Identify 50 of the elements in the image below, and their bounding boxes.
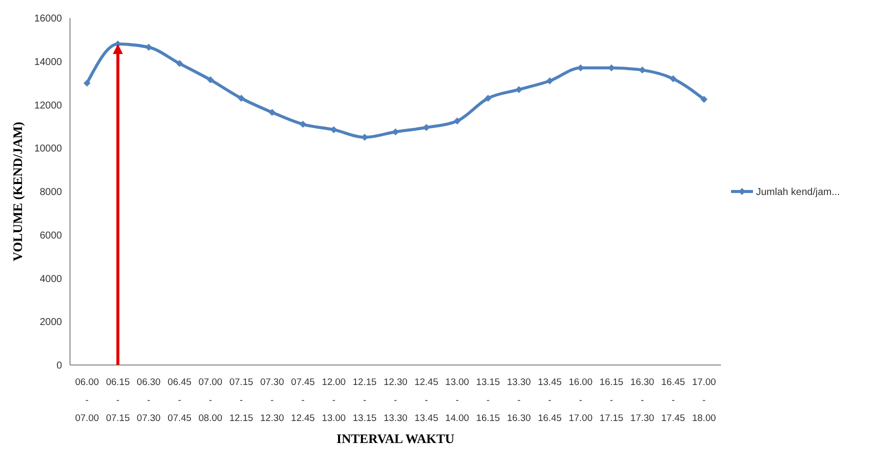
y-tick-label: 0 xyxy=(56,360,62,372)
legend-label: Jumlah kend/jam... xyxy=(756,187,840,198)
point xyxy=(176,60,184,68)
x-tick-label: 13.00 - 14.00 xyxy=(445,377,470,424)
point xyxy=(392,128,399,136)
x-tick-label: 13.15 - 16.15 xyxy=(476,377,500,424)
x-tick-label: 06.45 - 07.45 xyxy=(168,377,192,424)
y-tick-label: 16000 xyxy=(34,14,62,24)
point xyxy=(638,66,646,74)
y-tick-label: 6000 xyxy=(40,230,62,242)
x-tick-label: 12.15 - 13.15 xyxy=(352,377,377,424)
x-axis-title: INTERVAL WAKTU xyxy=(336,431,456,446)
x-tick-label: 12.30 - 13.30 xyxy=(384,377,408,424)
x-tick-label: 07.15 - 12.15 xyxy=(229,377,254,424)
x-tick-label: 16.15 - 17.15 xyxy=(600,377,624,424)
x-tick-label: 06.15 - 07.15 xyxy=(106,377,130,424)
x-tick-label: 12.45 - 13.45 xyxy=(414,377,438,424)
point xyxy=(454,118,461,125)
point xyxy=(268,108,276,116)
point xyxy=(422,124,430,132)
x-tick-label: 17.00 - 18.00 xyxy=(692,377,716,424)
x-tick-label: 06.00 - 07.00 xyxy=(75,377,99,424)
point xyxy=(238,94,245,102)
y-tick-label: 4000 xyxy=(40,274,62,285)
x-tick-label: 07.45 - 12.45 xyxy=(291,377,315,424)
y-tick-label: 10000 xyxy=(34,144,62,155)
x-tick-label: 13.45 - 16.45 xyxy=(538,377,562,424)
point xyxy=(145,44,152,51)
x-tick-label: 07.00 - 08.00 xyxy=(198,377,222,424)
x-tick-label: 16.30 - 17.30 xyxy=(630,377,654,424)
y-tick-label: 2000 xyxy=(40,317,62,328)
point xyxy=(700,96,708,103)
point xyxy=(206,76,214,84)
x-tick-label: 16.00 - 17.00 xyxy=(568,377,592,424)
y-tick-label: 8000 xyxy=(40,187,62,198)
point xyxy=(546,77,554,84)
point xyxy=(484,94,492,102)
point xyxy=(299,120,306,128)
x-tick-label: 12.00 - 13.00 xyxy=(322,377,346,424)
y-tick-label: 12000 xyxy=(34,100,62,112)
point xyxy=(84,80,90,87)
y-tick-label: 14000 xyxy=(34,56,62,68)
x-tick-label: 07.30 - 12.30 xyxy=(260,377,284,424)
point xyxy=(515,86,522,94)
x-tick-label: 06.30 - 07.30 xyxy=(136,377,161,424)
point xyxy=(330,126,338,134)
x-tick-label: 16.45 - 17.45 xyxy=(661,377,686,424)
y-axis-title: VOLUME (KEND/JAM) xyxy=(10,122,25,262)
point xyxy=(670,75,677,82)
x-tick-label: 13.30 - 16.30 xyxy=(507,377,531,424)
